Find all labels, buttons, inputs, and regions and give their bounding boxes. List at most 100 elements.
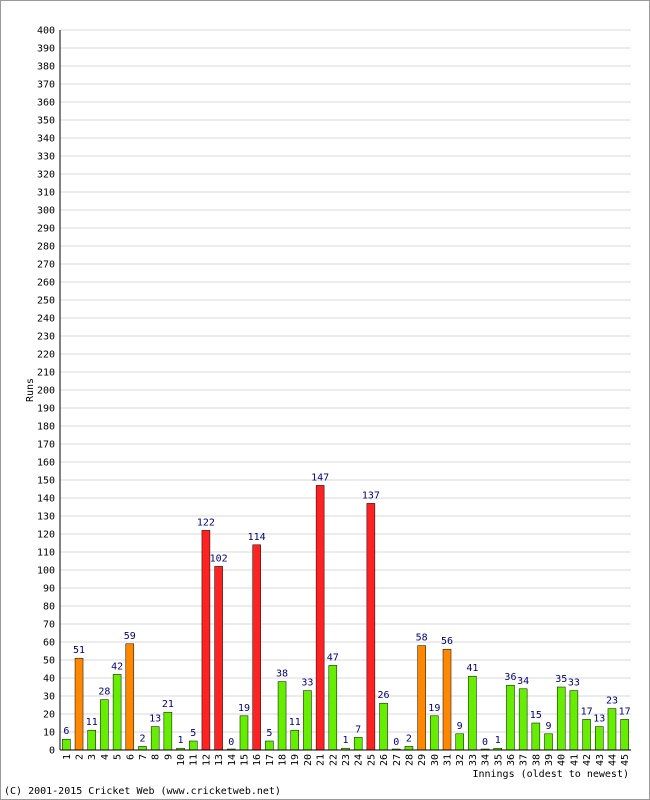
x-tick-label: 10 <box>176 754 187 766</box>
bar-value-label: 58 <box>416 633 428 644</box>
y-tick-label: 300 <box>37 206 55 217</box>
bar-innings-37 <box>518 688 528 751</box>
bar-innings-31 <box>442 648 452 751</box>
y-tick-label: 290 <box>37 224 55 235</box>
y-tick-label: 390 <box>37 44 55 55</box>
bar-value-label: 9 <box>457 721 463 732</box>
bar-innings-1 <box>62 738 71 751</box>
y-tick-label: 200 <box>37 386 55 397</box>
y-tick-label: 80 <box>43 602 55 613</box>
bar-value-label: 56 <box>441 636 453 647</box>
y-tick-label: 400 <box>37 26 55 37</box>
bar-innings-29 <box>417 645 426 751</box>
x-tick-label: 27 <box>392 754 403 766</box>
x-tick-label: 20 <box>303 754 314 766</box>
x-tick-label: 33 <box>468 754 479 766</box>
x-tick-label: 9 <box>163 754 174 760</box>
bar-innings-44 <box>607 708 617 751</box>
bar-value-label: 5 <box>190 728 196 739</box>
x-tick-label: 18 <box>278 754 289 766</box>
y-tick-label: 70 <box>43 620 55 631</box>
bar-value-label: 15 <box>530 710 542 721</box>
x-tick-label: 45 <box>620 754 631 766</box>
y-tick-label: 240 <box>37 314 55 325</box>
y-tick-label: 100 <box>37 566 55 577</box>
y-tick-label: 260 <box>37 278 55 289</box>
x-tick-label: 26 <box>379 754 390 766</box>
bar-innings-30 <box>430 715 439 751</box>
bar-value-label: 41 <box>466 663 478 674</box>
y-tick-label: 90 <box>43 584 55 595</box>
bar-value-label: 35 <box>555 674 567 685</box>
y-tick-label: 370 <box>37 80 55 91</box>
y-tick-label: 30 <box>43 692 55 703</box>
bar-value-label: 137 <box>362 490 380 501</box>
x-tick-label: 38 <box>531 754 542 766</box>
x-tick-label: 37 <box>519 754 530 766</box>
bar-value-label: 11 <box>86 717 98 728</box>
bar-value-label: 102 <box>210 553 228 564</box>
bar-innings-40 <box>556 686 566 751</box>
bar-innings-15 <box>239 715 249 751</box>
bar-innings-3 <box>87 729 96 751</box>
y-tick-label: 380 <box>37 62 55 73</box>
x-tick-label: 30 <box>430 754 441 766</box>
y-axis-title: Runs <box>25 378 36 402</box>
bar-value-label: 0 <box>228 737 234 748</box>
x-tick-label: 17 <box>265 754 276 766</box>
y-axis-ticks: 0 10 20 30 40 50 60 70 80 90 100 110 120 130 140 150 160… <box>37 26 55 757</box>
y-tick-label: 330 <box>37 152 55 163</box>
bar-value-label: 19 <box>428 703 440 714</box>
data-labels: 6511128425921321151221020191145381133147… <box>63 472 630 748</box>
x-tick-label: 36 <box>506 754 517 766</box>
x-tick-label: 5 <box>113 754 124 760</box>
y-tick-label: 20 <box>43 710 55 721</box>
y-tick-label: 120 <box>37 530 55 541</box>
y-tick-label: 140 <box>37 494 55 505</box>
x-axis-ticks: 1 2 3 4 5 6 7 8 9 10 11 12 13 14 15 16 17 18 19 20 21 22 23 24 2… <box>62 754 631 766</box>
y-tick-label: 50 <box>43 656 55 667</box>
x-tick-label: 35 <box>493 754 504 766</box>
bar-innings-36 <box>506 684 515 751</box>
bar-innings-5 <box>112 674 122 751</box>
bar-innings-8 <box>150 726 160 751</box>
bar-value-label: 2 <box>139 733 145 744</box>
y-tick-label: 180 <box>37 422 55 433</box>
bar-innings-13 <box>214 566 223 751</box>
x-tick-label: 39 <box>544 754 555 766</box>
bar-innings-39 <box>544 733 553 751</box>
bar-innings-6 <box>125 643 135 751</box>
x-tick-label: 29 <box>417 754 428 766</box>
x-tick-label: 32 <box>455 754 466 766</box>
x-tick-label: 28 <box>404 754 415 766</box>
gridlines <box>60 29 631 733</box>
bar-value-label: 28 <box>98 687 110 698</box>
y-tick-label: 40 <box>43 674 55 685</box>
x-tick-label: 43 <box>595 754 606 766</box>
bar-value-label: 13 <box>149 714 161 725</box>
x-tick-label: 3 <box>87 754 98 760</box>
copyright-text: (C) 2001-2015 Cricket Web (www.cricketwe… <box>4 786 281 797</box>
bar-innings-2 <box>74 657 84 751</box>
y-tick-label: 160 <box>37 458 55 469</box>
bar-innings-43 <box>595 726 604 751</box>
x-tick-label: 8 <box>151 754 162 760</box>
bar-innings-20 <box>303 690 312 751</box>
bar-value-label: 33 <box>301 678 313 689</box>
bar-innings-17 <box>265 740 274 751</box>
bar-value-label: 26 <box>378 690 390 701</box>
y-tick-label: 210 <box>37 368 55 379</box>
x-tick-label: 7 <box>138 754 149 760</box>
y-tick-label: 280 <box>37 242 55 253</box>
x-tick-label: 11 <box>189 754 200 766</box>
bar-innings-22 <box>328 665 338 751</box>
y-tick-label: 230 <box>37 332 55 343</box>
bar-innings-45 <box>620 719 629 751</box>
bar-innings-18 <box>277 681 287 751</box>
x-tick-label: 22 <box>328 754 339 766</box>
bar-innings-25 <box>366 503 376 751</box>
bar-value-label: 34 <box>517 676 529 687</box>
bars <box>62 485 629 751</box>
x-tick-label: 13 <box>214 754 225 766</box>
bar-value-label: 7 <box>355 724 361 735</box>
